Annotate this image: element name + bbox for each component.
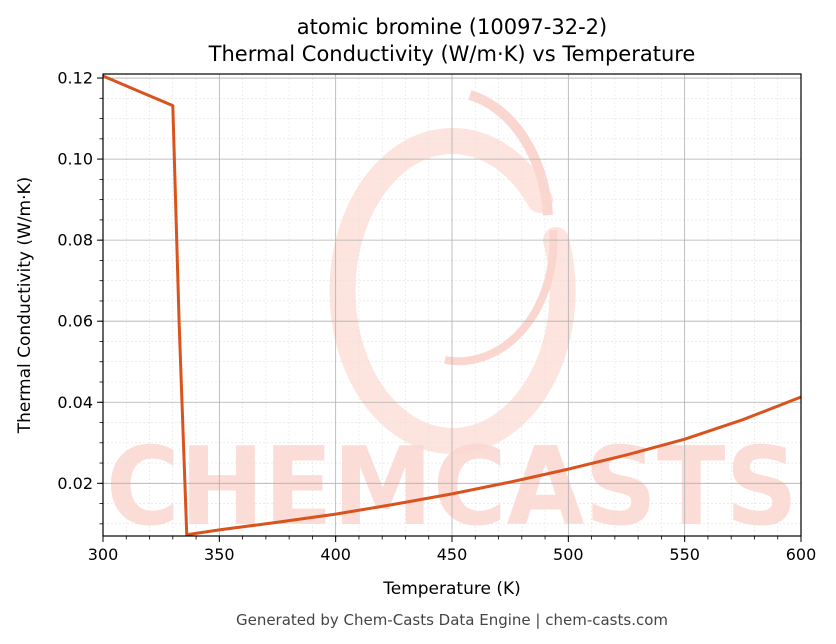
y-axis-label: Thermal Conductivity (W/m·K): [15, 177, 35, 435]
plot-area: 300 350 400 450 500 550 600 0.020.040.060.080.…: [57, 69, 816, 564]
y-axis-ticks: 0.02 0.04 0.06 0.08 0.10 0.12: [57, 69, 103, 525]
x-tick-label: 450: [437, 545, 468, 564]
footer-credit: Generated by Chem-Casts Data Engine | ch…: [236, 611, 668, 629]
chart-title: atomic bromine (10097-32-2): [297, 15, 607, 39]
y-tick-label: 0.02: [57, 474, 93, 493]
x-tick-label: 600: [786, 545, 817, 564]
x-tick-label: 300: [88, 545, 119, 564]
x-tick-label: 500: [553, 545, 584, 564]
series-line: [102, 74, 802, 537]
chart-subtitle: Thermal Conductivity (W/m·K) vs Temperat…: [208, 42, 696, 66]
watermark-logo-icon: [329, 90, 576, 454]
x-axis-label: Temperature (K): [382, 579, 521, 599]
y-tick-label: 0.12: [57, 69, 93, 88]
x-axis-ticks: 300 350 400 450 500 550 600: [88, 536, 817, 564]
y-tick-label: 0.06: [57, 312, 93, 331]
x-tick-label: 400: [320, 545, 351, 564]
y-tick-label: 0.04: [57, 393, 93, 412]
x-tick-label: 350: [204, 545, 235, 564]
x-tick-label: 550: [669, 545, 700, 564]
y-tick-label: 0.10: [57, 150, 93, 169]
y-tick-label: 0.08: [57, 231, 93, 250]
